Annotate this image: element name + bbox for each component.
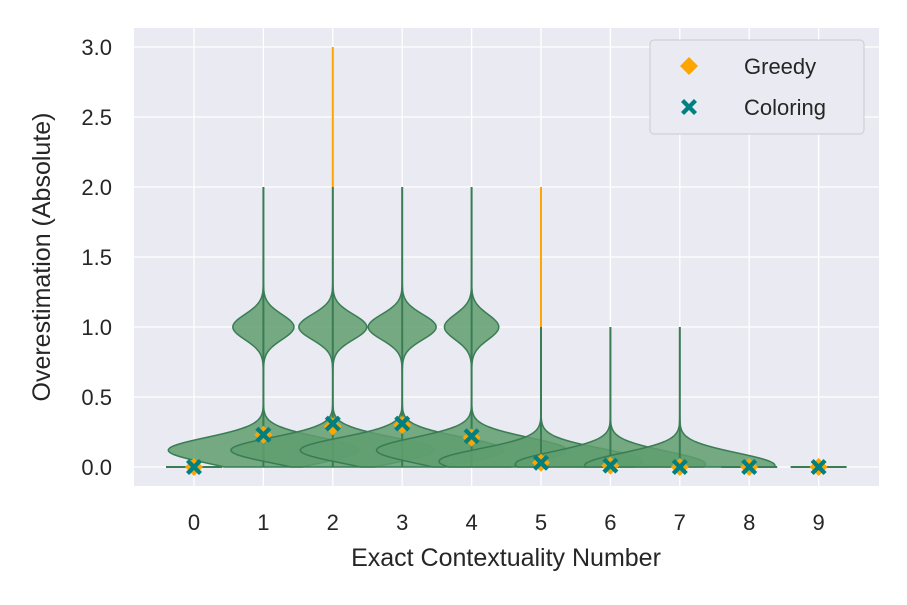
x-tick-label: 1	[257, 510, 269, 535]
x-tick-label: 2	[327, 510, 339, 535]
coloring-mean-marker	[394, 415, 411, 432]
legend-coloring-label: Coloring	[744, 95, 826, 120]
x-tick-label: 4	[465, 510, 477, 535]
y-tick-labels: 0.0 0.5 1.0 1.5 2.0 2.5 3.0	[81, 35, 112, 480]
y-tick-label: 1.0	[81, 315, 112, 340]
x-tick-label: 5	[535, 510, 547, 535]
y-tick-label: 3.0	[81, 35, 112, 60]
coloring-mean-marker	[324, 415, 341, 432]
coloring-mean-marker	[810, 459, 827, 475]
x-tick-label: 9	[812, 510, 824, 535]
y-tick-label: 1.5	[81, 245, 112, 270]
legend-greedy-label: Greedy	[744, 54, 816, 79]
legend-frame	[649, 39, 865, 135]
legend: Greedy Coloring	[649, 39, 865, 135]
coloring-mean-marker	[255, 426, 272, 443]
legend-greedy-marker	[680, 57, 698, 75]
x-tick-label: 6	[604, 510, 616, 535]
x-axis-title: Exact Contextuality Number	[351, 544, 661, 572]
coloring-mean-marker	[602, 457, 619, 474]
coloring-mean-marker	[533, 454, 549, 471]
x-tick-labels: 0 1 2 3 4 5 6 7 8 9	[188, 510, 825, 535]
y-tick-label: 2.0	[81, 175, 112, 200]
y-tick-label: 0.0	[81, 455, 112, 480]
x-tick-label: 8	[743, 510, 755, 535]
mean-markers	[185, 415, 828, 476]
y-axis-title: Overestimation (Absolute)	[28, 112, 56, 401]
coloring-mean-marker	[186, 459, 202, 475]
violins	[166, 47, 847, 468]
x-tick-label: 7	[674, 510, 686, 535]
legend-coloring-marker	[681, 99, 697, 115]
y-tick-label: 2.5	[81, 105, 112, 130]
legend-coloring-x	[681, 99, 697, 115]
coloring-mean-marker	[741, 459, 758, 475]
y-tick-label: 0.5	[81, 385, 112, 410]
coloring-mean-marker	[671, 459, 688, 475]
coloring-mean-marker	[463, 428, 480, 445]
x-tick-label: 3	[396, 510, 408, 535]
legend-greedy-diamond	[680, 57, 698, 75]
x-tick-label: 0	[188, 510, 200, 535]
